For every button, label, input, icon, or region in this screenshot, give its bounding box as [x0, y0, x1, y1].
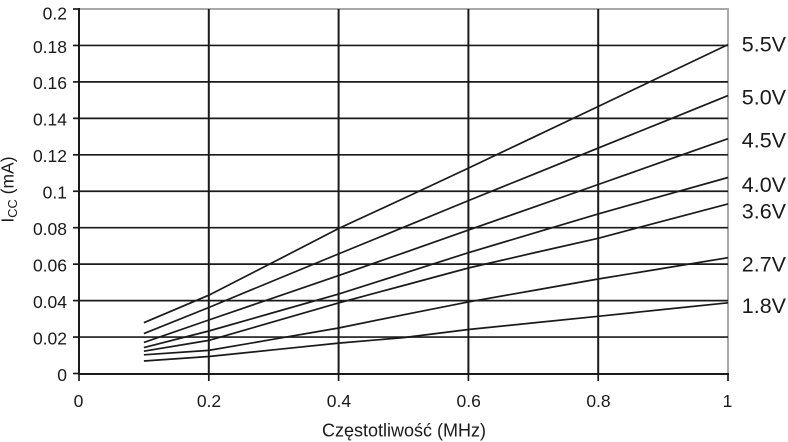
svg-text:3.6V: 3.6V — [742, 199, 787, 223]
svg-text:0.14: 0.14 — [33, 110, 67, 130]
svg-text:5.5V: 5.5V — [742, 32, 787, 56]
svg-text:0.16: 0.16 — [33, 73, 67, 93]
svg-text:1: 1 — [723, 391, 733, 411]
svg-text:ICC (mA): ICC (mA) — [0, 156, 20, 222]
svg-text:2.7V: 2.7V — [742, 252, 787, 276]
svg-text:0: 0 — [57, 365, 67, 385]
svg-text:0.8: 0.8 — [586, 391, 610, 411]
svg-text:0.4: 0.4 — [327, 391, 352, 411]
svg-text:1.8V: 1.8V — [742, 294, 787, 318]
svg-text:0.06: 0.06 — [33, 256, 67, 276]
svg-text:0.08: 0.08 — [33, 219, 67, 239]
svg-text:0.2: 0.2 — [197, 391, 221, 411]
svg-text:0.1: 0.1 — [43, 183, 67, 203]
svg-text:0.12: 0.12 — [33, 146, 67, 166]
svg-text:0.02: 0.02 — [33, 328, 67, 348]
svg-text:0.2: 0.2 — [43, 3, 67, 23]
svg-text:4.5V: 4.5V — [742, 129, 787, 153]
svg-text:0: 0 — [74, 391, 84, 411]
svg-text:0.6: 0.6 — [457, 391, 481, 411]
svg-text:0.18: 0.18 — [33, 37, 67, 57]
svg-text:5.0V: 5.0V — [742, 85, 787, 109]
svg-text:0.04: 0.04 — [33, 292, 67, 312]
svg-text:4.0V: 4.0V — [742, 173, 787, 197]
svg-text:Częstotliwość (MHz): Częstotliwość (MHz) — [322, 421, 486, 441]
